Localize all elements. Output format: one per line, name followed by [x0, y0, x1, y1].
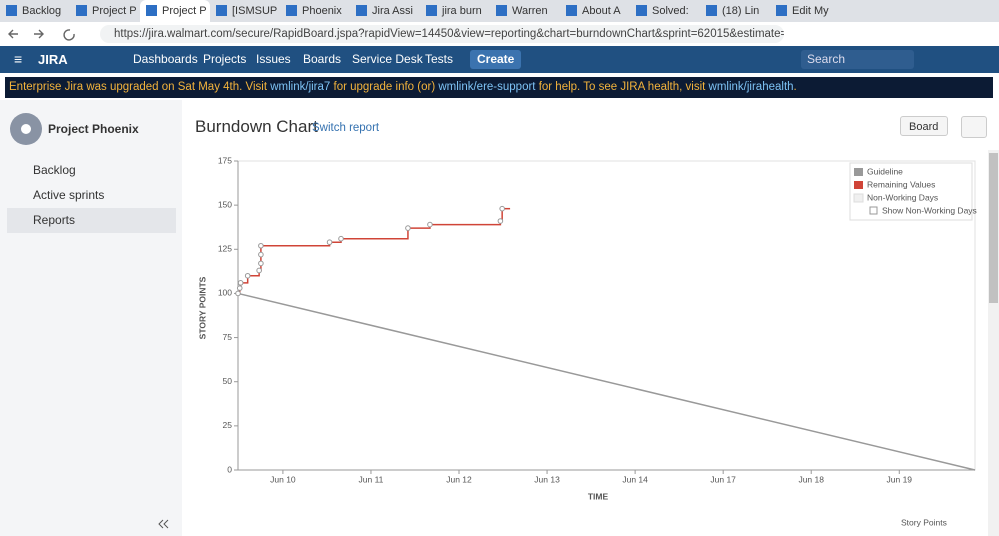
banner-text: .	[793, 81, 797, 93]
y-tick-label: 25	[223, 420, 233, 430]
browser-tab[interactable]: jira burn	[420, 0, 490, 22]
x-tick-label: Jun 13	[534, 474, 560, 484]
x-tick-label: Jun 14	[622, 474, 648, 484]
browser-tab[interactable]: Backlog	[0, 0, 70, 22]
browser-tab[interactable]: Jira Assi	[350, 0, 420, 22]
nav-item[interactable]: Projects	[203, 52, 247, 66]
x-tick-label: Jun 17	[710, 474, 736, 484]
point	[405, 225, 411, 231]
point	[258, 260, 264, 267]
x-tick-label: Jun 19	[887, 474, 913, 484]
x-tick-label: Jun 12	[446, 474, 472, 484]
point	[258, 242, 264, 249]
point	[237, 280, 244, 286]
y-tick-label: 75	[223, 332, 233, 342]
y-tick-label: 150	[218, 199, 232, 209]
nav-item[interactable]: Dashboards	[133, 52, 198, 66]
page-title: Burndown Chart	[195, 117, 318, 136]
banner-link[interactable]: wmlink/jirahealth	[708, 81, 794, 93]
nav-buttons[interactable]	[8, 27, 88, 41]
browser-tab[interactable]: Warren	[490, 0, 560, 22]
browser-tab[interactable]: Solved:	[630, 0, 700, 22]
y-tick-label: 100	[218, 288, 232, 298]
point	[499, 205, 505, 212]
project-avatar	[10, 113, 42, 145]
switch-report[interactable]: Switch report	[312, 122, 380, 134]
sidebar: Project Phoenix Backlog Active sprints R…	[0, 100, 182, 536]
nav-item[interactable]: Boards	[303, 52, 342, 66]
url[interactable]: https://jira.walmart.com/secure/RapidBoa…	[100, 25, 784, 43]
x-tick-label: Jun 10	[270, 474, 296, 484]
search-box[interactable]: Search	[801, 50, 914, 69]
legend-swatch	[853, 193, 864, 203]
scrollbar	[988, 150, 999, 536]
browser-tab[interactable]: About A	[560, 0, 630, 22]
address-bar: https://jira.walmart.com/secure/RapidBoa…	[0, 22, 999, 47]
point	[497, 218, 504, 224]
legend-label: Non-Working Days	[867, 192, 938, 202]
banner-link[interactable]: wmlink/ere-support	[438, 81, 536, 93]
legend-swatch	[854, 181, 863, 189]
logo[interactable]: JIRA	[38, 52, 68, 67]
y-tick-label: 125	[218, 244, 232, 254]
point	[427, 221, 433, 228]
legend-label: Guideline	[867, 166, 903, 176]
banner-link[interactable]: wmlink/jira7	[270, 81, 331, 93]
banner: Enterprise Jira was upgraded on Sat May …	[5, 77, 993, 98]
banner-text: Enterprise Jira was upgraded on Sat May …	[9, 81, 271, 93]
banner-text: for help. To see JIRA health, visit	[535, 81, 709, 93]
step-segment	[341, 228, 409, 240]
jira-nav: ≡ JIRA Create Search Dashboards Projects I…	[0, 46, 999, 73]
sidebar-item[interactable]: Reports	[7, 208, 176, 233]
step-segment	[407, 224, 431, 229]
y-tick-label: 175	[218, 155, 232, 165]
checkbox-label: Show Non-Working Days	[882, 205, 977, 215]
browser-tab[interactable]: Phoenix	[280, 0, 350, 22]
nav-item[interactable]: Service Desk	[352, 52, 423, 66]
tab-bar: Backlog Project P Project P [ISMSUP Phoenix J…	[0, 0, 999, 22]
point	[256, 267, 262, 274]
x-tick-label: Jun 11	[359, 474, 384, 484]
point	[236, 285, 243, 291]
point	[244, 272, 251, 279]
chart: 0 25 50 75 100 125 150 175 Jun 10 Jun 11 Jun 12 Jun…	[197, 155, 977, 527]
banner-text: for upgrade info (or)	[330, 81, 439, 93]
footer-label: Story Points	[901, 517, 947, 527]
project-name[interactable]: Project Phoenix	[48, 122, 139, 136]
create-button[interactable]: Create	[470, 50, 522, 69]
browser-tab[interactable]: (18) Lin	[700, 0, 770, 22]
legend-label: Remaining Values	[867, 179, 935, 189]
collapse[interactable]	[157, 518, 169, 530]
sidebar-item[interactable]: Active sprints	[33, 188, 105, 202]
menu-icon[interactable]: ≡	[14, 51, 23, 67]
nav-item[interactable]: Tests	[425, 52, 454, 66]
browser-tab[interactable]: [ISMSUP	[210, 0, 280, 22]
sidebar-item[interactable]: Backlog	[33, 163, 76, 177]
x-axis-label: TIME	[588, 491, 609, 501]
legend-swatch	[854, 168, 863, 176]
point	[235, 290, 241, 297]
browser-tab[interactable]: Project P	[140, 0, 210, 22]
point	[258, 251, 264, 258]
browser-tab[interactable]: Edit My	[770, 0, 840, 22]
browser-tab[interactable]: Project P	[70, 0, 140, 22]
y-tick-label: 50	[223, 376, 233, 386]
y-tick-label: 0	[227, 464, 232, 474]
fullscreen-button[interactable]	[961, 116, 987, 138]
checkbox[interactable]	[869, 206, 878, 215]
x-tick-label: Jun 18	[798, 474, 824, 484]
nav-item[interactable]: Issues	[256, 52, 291, 66]
point	[326, 239, 333, 246]
line	[237, 292, 976, 471]
step-segment	[429, 221, 502, 226]
board-button[interactable]: Board	[900, 116, 948, 136]
y-axis-label: STORY POINTS	[197, 276, 207, 339]
step-segment	[260, 242, 331, 247]
point	[338, 235, 344, 242]
